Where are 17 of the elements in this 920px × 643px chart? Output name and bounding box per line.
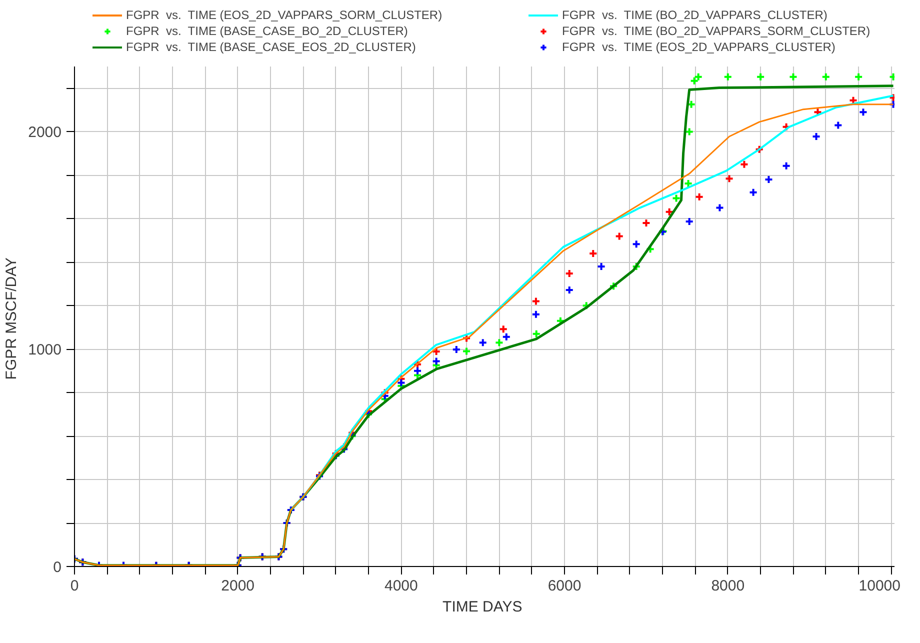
x-tick-label: 4000	[384, 578, 418, 594]
y-tick-label: 2000	[28, 124, 62, 142]
legend-label: FGPR vs. TIME (BASE_CASE_EOS_2D_CLUSTER)	[126, 40, 417, 54]
legend-label: FGPR vs. TIME (EOS_2D_VAPPARS_SORM_CLUSTER)	[126, 8, 444, 22]
x-tick-label: 2000	[221, 578, 255, 594]
y-tick-label: 1000	[28, 342, 62, 359]
legend-label: FGPR vs. TIME (BASE_CASE_BO_2D_CLUSTER)	[126, 24, 409, 38]
y-axis-title: FGPR MSCF/DAY	[3, 257, 20, 380]
legend-label: FGPR vs. TIME (BO_2D_VAPPARS_SORM_CLUSTER)	[562, 24, 872, 38]
legend-label: FGPR vs. TIME (BO_2D_VAPPARS_CLUSTER)	[562, 8, 828, 22]
x-tick-label: 8000	[711, 578, 745, 594]
x-tick-label: 6000	[548, 578, 582, 594]
x-axis-title: TIME DAYS	[442, 598, 522, 616]
x-tick-label: 0	[70, 578, 79, 594]
legend-label: FGPR vs. TIME (EOS_2D_VAPPARS_CLUSTER)	[562, 40, 836, 54]
x-tick-label: 10000	[858, 578, 901, 594]
y-tick-label: 0	[53, 559, 62, 576]
